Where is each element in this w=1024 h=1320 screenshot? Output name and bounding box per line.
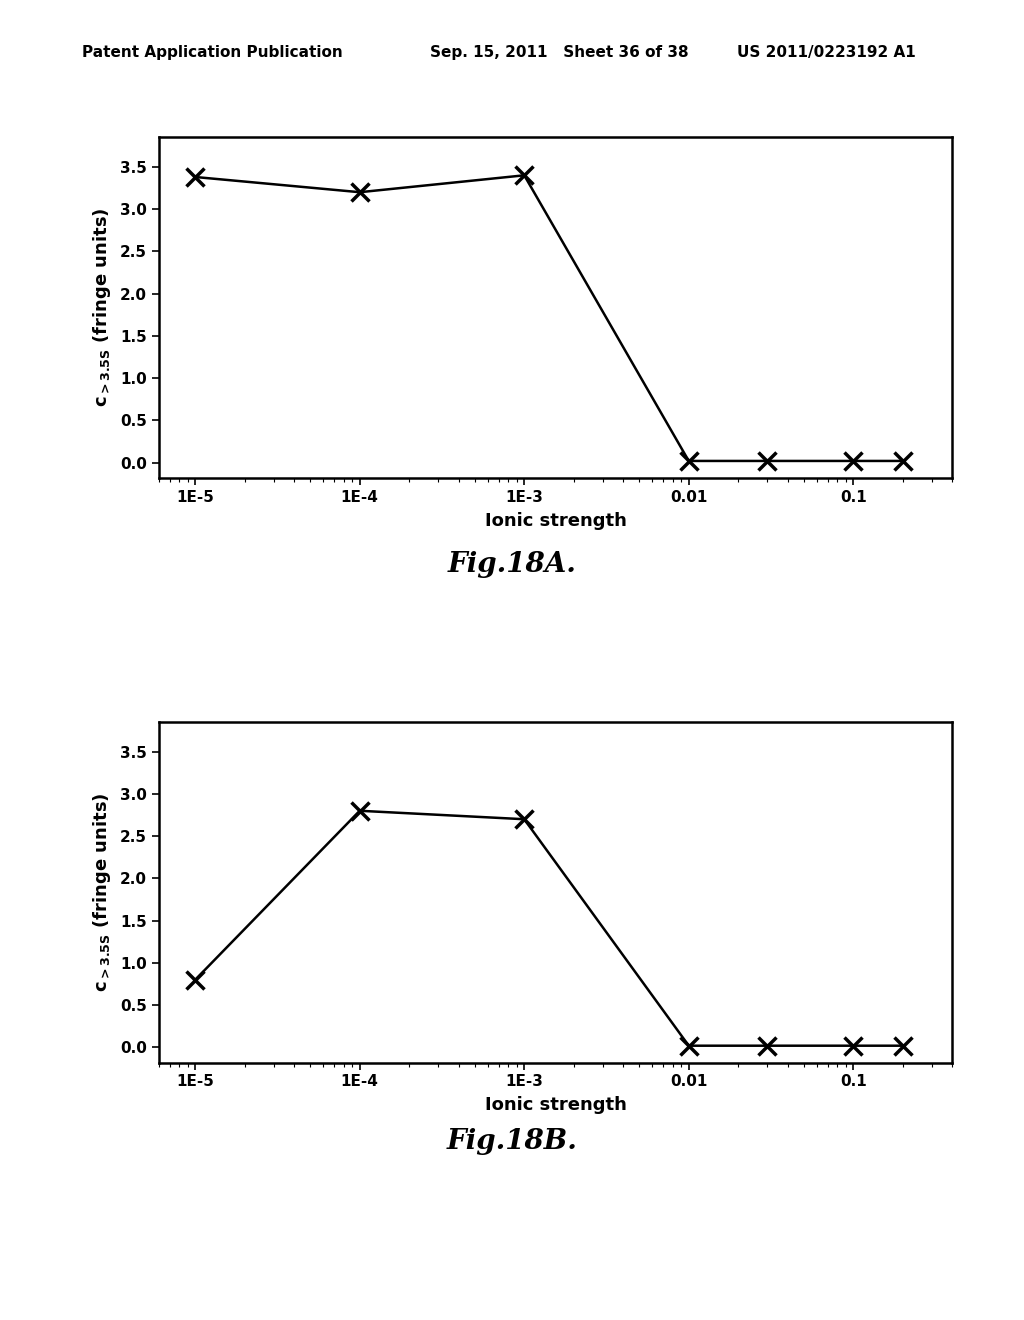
Y-axis label: $\mathdefault{c_{>3.5S}}$ (fringe units): $\mathdefault{c_{>3.5S}}$ (fringe units) [91, 792, 113, 993]
Y-axis label: $\mathdefault{c_{>3.5S}}$ (fringe units): $\mathdefault{c_{>3.5S}}$ (fringe units) [91, 207, 113, 408]
X-axis label: Ionic strength: Ionic strength [484, 1097, 627, 1114]
Text: Fig.18A.: Fig.18A. [447, 552, 577, 578]
X-axis label: Ionic strength: Ionic strength [484, 512, 627, 529]
Text: US 2011/0223192 A1: US 2011/0223192 A1 [737, 45, 916, 59]
Text: Patent Application Publication: Patent Application Publication [82, 45, 343, 59]
Text: Sep. 15, 2011   Sheet 36 of 38: Sep. 15, 2011 Sheet 36 of 38 [430, 45, 689, 59]
Text: Fig.18B.: Fig.18B. [446, 1129, 578, 1155]
